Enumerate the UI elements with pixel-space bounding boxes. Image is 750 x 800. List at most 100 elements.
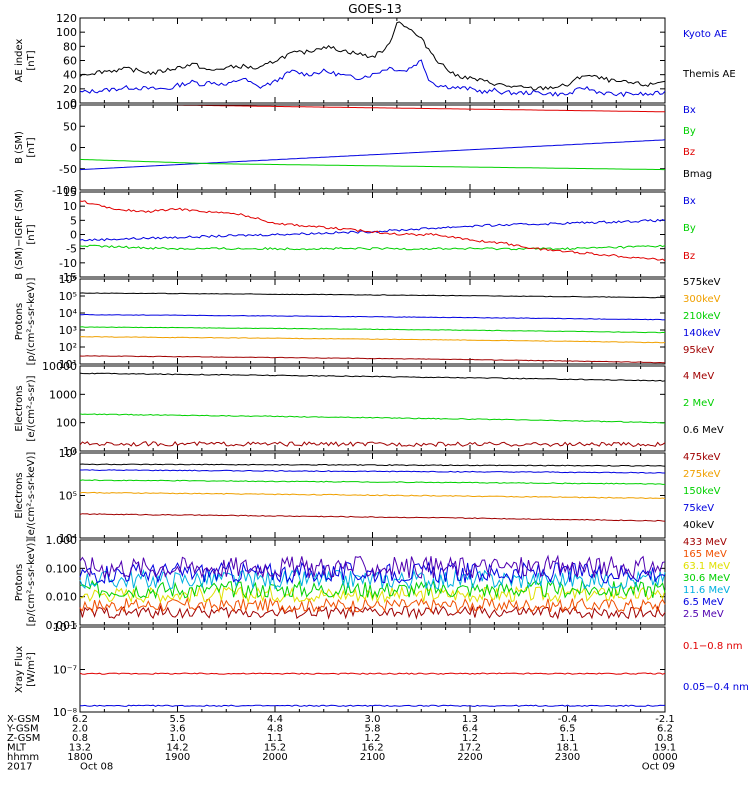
ephemeris-value: 1.2 (462, 733, 478, 744)
legend-entry: 95keV (683, 345, 714, 356)
y-axis-label: Xray Flux (14, 646, 25, 693)
y-axis-label: Electrons (14, 385, 25, 431)
series-line-30-6-mev (79, 579, 666, 600)
y-tick-label: 50 (63, 120, 77, 133)
y-tick-label: 10 (63, 200, 77, 213)
ephemeris-value: 1.2 (365, 733, 381, 744)
panel-frame (79, 365, 666, 452)
ephemeris-value: 5.8 (365, 724, 381, 735)
y-axis-label: B (SM)−IGRF (SM) (14, 189, 25, 280)
ephemeris-value: 1900 (165, 752, 190, 763)
y-axis-label: [nT] (26, 137, 37, 157)
ephemeris-value: 19.1 (654, 743, 676, 754)
ephemeris-row-label: 2017 (7, 762, 32, 773)
y-tick-label: 10⁻⁷ (53, 664, 77, 677)
panel-frame (79, 104, 666, 191)
y-tick-label: 15 (63, 186, 77, 199)
series-line-kyoto-ae (79, 59, 666, 98)
legend-entry: 63.1 MeV (683, 561, 730, 572)
y-axis-label: B (SM) (14, 131, 25, 164)
ephemeris-value: Oct 08 (80, 762, 113, 773)
y-tick-label: 1.000 (46, 534, 78, 547)
legend-entry: Bx (683, 105, 696, 116)
y-tick-label: 60 (63, 55, 77, 68)
series-line-2-mev (79, 413, 665, 424)
series-line-150kev (79, 479, 665, 485)
y-tick-label: 0 (70, 97, 77, 110)
legend-entry: 4 MeV (683, 371, 714, 382)
legend-entry: 0.1−0.8 nm (683, 641, 742, 652)
series-line-140kev (79, 314, 666, 321)
y-axis-label: [e/(cm²-s-sr)] (26, 375, 37, 441)
panel-frame (79, 17, 666, 104)
ephemeris-value: 4.8 (267, 724, 283, 735)
legend-entry: By (683, 126, 696, 137)
ephemeris-value: 2200 (457, 752, 482, 763)
ephemeris-table: X-GSMY-GSMZ-GSMMLThhmm20176.22.00.813.21… (6, 714, 678, 773)
y-tick-label: -100 (52, 184, 77, 197)
ephemeris-value: 1.1 (267, 733, 283, 744)
series-line-210kev (79, 326, 666, 334)
ephemeris-value: 0000 (652, 752, 677, 763)
y-tick-label: 10⁻⁸ (53, 706, 78, 719)
ephemeris-value: 1.0 (170, 733, 186, 744)
ephemeris-value: -2.1 (655, 714, 675, 725)
y-tick-label: 1000 (49, 388, 77, 401)
y-tick-label: 10⁵ (59, 290, 77, 303)
y-tick-label: 10 (63, 445, 77, 458)
ephemeris-value: 1800 (67, 752, 92, 763)
series-line-40kev (79, 463, 666, 467)
series-line-bz (79, 200, 666, 262)
ephemeris-value: 14.2 (166, 743, 188, 754)
panel-5: 10 100 1000 10000 Electrons [e/(cm²-s-sr)] 4 M… (14, 360, 724, 458)
panel-2: -100 -50 0 50 100 B (SM) [nT] Bx By Bz Bmag (14, 99, 712, 197)
series-line-4-mev (79, 441, 666, 448)
legend-entry: Bmag (683, 169, 712, 180)
legend-entry: 2 MeV (683, 398, 714, 409)
ephemeris-row-label: MLT (7, 743, 27, 754)
panel-frame (79, 191, 666, 278)
panel-frame (79, 626, 666, 713)
ephemeris-value: 2000 (262, 752, 287, 763)
legend-entry: 150keV (683, 486, 721, 497)
ephemeris-value: 1.3 (462, 714, 478, 725)
legend-entry: 75keV (683, 503, 714, 514)
ephemeris-row-label: X-GSM (7, 714, 40, 725)
series-line-11-6-mev (79, 569, 666, 590)
series-line-300kev (79, 336, 666, 344)
ephemeris-value: Oct 09 (642, 762, 675, 773)
y-tick-label: 0.010 (46, 591, 78, 604)
series-line-6-5-mev (79, 561, 666, 585)
ephemeris-value: 4.4 (267, 714, 283, 725)
panel-4: 10¹ 10² 10³ 10⁴ 10⁵ 10⁶ Protons [p/(cm²-s-sr-ke… (14, 273, 721, 371)
series-line-75kev (80, 469, 665, 474)
ephemeris-value: 1.1 (560, 733, 576, 744)
series-line-475kev (79, 513, 666, 522)
y-tick-label: 0.001 (46, 619, 78, 632)
y-tick-label: 0 (70, 229, 77, 242)
y-tick-label: 120 (56, 12, 77, 25)
ephemeris-value: 6.2 (72, 714, 88, 725)
panel-frame (79, 278, 666, 365)
series-line-2-5-mev (79, 554, 666, 580)
y-axis-label: [p/(cm²-s-sr-keV)] (26, 278, 37, 366)
series-line-433-mev (79, 604, 666, 620)
legend-entry: Bx (683, 196, 696, 207)
series-line-by (79, 158, 665, 171)
y-axis-label: Protons (14, 564, 25, 601)
legend-entry: 140keV (683, 328, 721, 339)
ephemeris-value: 16.2 (361, 743, 383, 754)
y-tick-label: 20 (63, 83, 77, 96)
y-tick-label: 10⁵ (59, 490, 77, 503)
ephemeris-value: 0.8 (657, 733, 673, 744)
ephemeris-value: 15.2 (264, 743, 286, 754)
y-tick-label: -50 (59, 163, 77, 176)
y-tick-label: 80 (63, 40, 77, 53)
ephemeris-value: 2300 (555, 752, 580, 763)
y-tick-label: 0.100 (46, 562, 78, 575)
series-line-575kev (79, 292, 666, 299)
